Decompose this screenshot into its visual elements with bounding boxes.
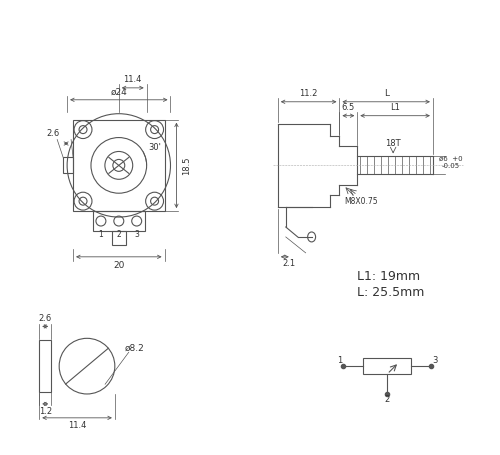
Text: L: L xyxy=(384,89,388,98)
Text: 11.4: 11.4 xyxy=(124,76,142,85)
Text: 3: 3 xyxy=(432,356,438,365)
Bar xyxy=(40,340,51,392)
Text: ø24: ø24 xyxy=(110,87,127,96)
Text: -0.05: -0.05 xyxy=(442,163,460,169)
Text: 2.1: 2.1 xyxy=(282,259,296,268)
Text: 20: 20 xyxy=(113,261,124,270)
Text: L1: L1 xyxy=(390,103,400,112)
Text: 30': 30' xyxy=(148,143,161,152)
Text: ø6  +0: ø6 +0 xyxy=(439,156,462,162)
Text: 2: 2 xyxy=(384,395,390,404)
Text: 18.5: 18.5 xyxy=(182,156,191,175)
Bar xyxy=(73,120,164,211)
Text: 18T: 18T xyxy=(386,139,401,148)
Text: 3: 3 xyxy=(134,230,139,239)
Text: 1.2: 1.2 xyxy=(38,407,52,416)
Text: 11.2: 11.2 xyxy=(300,89,318,98)
Text: M8X0.75: M8X0.75 xyxy=(344,197,378,206)
Text: 1: 1 xyxy=(98,230,103,239)
Text: 2.6: 2.6 xyxy=(46,129,60,138)
Text: 1: 1 xyxy=(337,356,342,365)
Text: L1: 19mm: L1: 19mm xyxy=(358,270,420,283)
Bar xyxy=(93,211,144,231)
Text: ø8.2: ø8.2 xyxy=(125,344,144,353)
Bar xyxy=(364,358,411,374)
Text: 2.6: 2.6 xyxy=(38,314,52,323)
Text: L: 25.5mm: L: 25.5mm xyxy=(358,286,424,299)
Bar xyxy=(63,157,73,173)
Text: 2: 2 xyxy=(116,230,121,239)
Bar xyxy=(112,231,126,245)
Text: 6.5: 6.5 xyxy=(342,103,355,112)
Text: 11.4: 11.4 xyxy=(68,421,86,430)
